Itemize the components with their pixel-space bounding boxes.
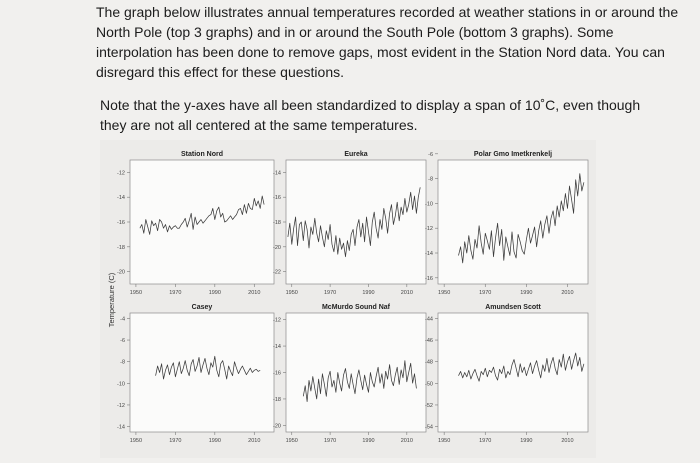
casey-ytick-label: -6	[120, 338, 125, 344]
eureka-ytick-label: -22	[273, 270, 281, 276]
casey-ytick-label: -14	[117, 425, 125, 431]
amundsen-scott-series-line	[458, 352, 585, 382]
mcmurdo-sound-naf-xtick-label: 1950	[286, 438, 298, 444]
station-nord-xtick-label: 1950	[130, 290, 142, 296]
casey-panel: Casey -4 -6 -8 -10 -12 -14 1950 1970 1990 2010	[117, 304, 275, 444]
station-nord-ytick-label: -12	[117, 170, 125, 176]
eureka-xtick-label: 1950	[286, 290, 298, 296]
polar-gmo-imetkrenkelj-ytick-label: -12	[425, 226, 433, 232]
polar-gmo-imetkrenkelj-plot-area	[437, 159, 589, 285]
mcmurdo-sound-naf-plot-area	[285, 312, 427, 433]
mcmurdo-sound-naf-xtick-label: 2010	[401, 438, 413, 444]
polar-gmo-imetkrenkelj-title: Polar Gmo Imetkrenkelj	[474, 151, 552, 158]
polar-gmo-imetkrenkelj-xtick-label: 1990	[520, 290, 532, 296]
station-nord-xtick-label: 1990	[209, 290, 221, 296]
mcmurdo-sound-naf-ytick-label: -18	[273, 397, 281, 403]
mcmurdo-sound-naf-ytick-label: -12	[273, 318, 281, 324]
mcmurdo-sound-naf-ytick-label: -16	[273, 371, 281, 377]
station-nord-ytick-label: -14	[117, 195, 125, 201]
station-nord-ytick-label: -20	[117, 270, 125, 276]
mcmurdo-sound-naf-ytick-label: -14	[273, 344, 281, 350]
polar-gmo-imetkrenkelj-ytick-label: -16	[425, 276, 433, 282]
eureka-panel: Eureka -14 -16 -18 -20 -22 1950 1970 1990 2010	[273, 151, 427, 296]
casey-title: Casey	[192, 304, 213, 311]
station-nord-xtick-label: 1970	[169, 290, 181, 296]
casey-xtick-label: 1950	[130, 438, 142, 444]
note-paragraph: Note that the y-axes have all been stand…	[100, 97, 641, 133]
amundsen-scott-plot-area	[437, 312, 589, 433]
station-nord-xtick-label: 2010	[248, 290, 260, 296]
eureka-xtick-label: 2010	[401, 290, 413, 296]
mcmurdo-sound-naf-title: McMurdo Sound Naf	[322, 304, 391, 311]
mcmurdo-sound-naf-panel: McMurdo Sound Naf -12 -14 -16 -18 -20 1950 1970…	[273, 304, 427, 444]
eureka-ytick-label: -16	[273, 195, 281, 201]
polar-gmo-imetkrenkelj-ytick-label: -8	[428, 177, 433, 183]
station-nord-title: Station Nord	[181, 151, 223, 158]
y-axis-label: Temperature (C)	[107, 272, 116, 327]
station-nord-panel: Station Nord -12 -14 -16 -18 -20 1950 1970 1990 2…	[117, 151, 275, 296]
amundsen-scott-ytick-label: -46	[425, 338, 433, 344]
polar-gmo-imetkrenkelj-panel: Polar Gmo Imetkrenkelj -6 -8 -10 -12 -14 -16 19…	[425, 151, 589, 296]
casey-ytick-label: -10	[117, 381, 125, 387]
casey-ytick-label: -8	[120, 360, 125, 366]
polar-gmo-imetkrenkelj-xtick-label: 2010	[561, 290, 573, 296]
eureka-title: Eureka	[344, 151, 367, 158]
casey-plot-area	[129, 312, 275, 433]
amundsen-scott-ytick-label: -52	[425, 403, 433, 409]
eureka-ytick-label: -14	[273, 170, 281, 176]
amundsen-scott-ytick-label: -50	[425, 381, 433, 387]
amundsen-scott-panel: Amundsen Scott -44 -46 -48 -50 -52 -54 1950 1970…	[425, 304, 589, 444]
casey-xtick-label: 1990	[209, 438, 221, 444]
casey-series-line	[155, 355, 261, 380]
polar-gmo-imetkrenkelj-series-line	[458, 173, 585, 264]
eureka-xtick-label: 1990	[362, 290, 374, 296]
eureka-series-line	[287, 187, 421, 258]
polar-gmo-imetkrenkelj-ytick-label: -10	[425, 201, 433, 207]
mcmurdo-sound-naf-xtick-label: 1970	[324, 438, 336, 444]
casey-ytick-label: -4	[120, 316, 125, 322]
eureka-plot-area	[285, 159, 427, 285]
amundsen-scott-xtick-label: 1970	[479, 438, 491, 444]
mcmurdo-sound-naf-xtick-label: 1990	[362, 438, 374, 444]
amundsen-scott-ytick-label: -48	[425, 360, 433, 366]
amundsen-scott-xtick-label: 1990	[520, 438, 532, 444]
station-nord-ytick-label: -16	[117, 220, 125, 226]
intro-paragraph: The graph below illustrates annual tempe…	[96, 4, 679, 80]
mcmurdo-sound-naf-series-line	[302, 360, 417, 402]
eureka-ytick-label: -20	[273, 245, 281, 251]
casey-ytick-label: -12	[117, 403, 125, 409]
casey-xtick-label: 1970	[169, 438, 181, 444]
amundsen-scott-ytick-label: -54	[425, 425, 433, 431]
polar-gmo-imetkrenkelj-xtick-label: 1970	[479, 290, 491, 296]
polar-gmo-imetkrenkelj-ytick-label: -6	[428, 152, 433, 158]
station-nord-series-line	[139, 195, 265, 235]
amundsen-scott-xtick-label: 2010	[561, 438, 573, 444]
polar-gmo-imetkrenkelj-xtick-label: 1950	[438, 290, 450, 296]
amundsen-scott-title: Amundsen Scott	[485, 304, 541, 311]
amundsen-scott-xtick-label: 1950	[438, 438, 450, 444]
temperature-figure: Temperature (C) Station Nord -12 -14 -16 -18…	[100, 140, 596, 458]
polar-gmo-imetkrenkelj-ytick-label: -14	[425, 251, 433, 257]
casey-xtick-label: 2010	[248, 438, 260, 444]
eureka-ytick-label: -18	[273, 220, 281, 226]
mcmurdo-sound-naf-ytick-label: -20	[273, 423, 281, 429]
amundsen-scott-ytick-label: -44	[425, 316, 433, 322]
station-nord-ytick-label: -18	[117, 245, 125, 251]
eureka-xtick-label: 1970	[324, 290, 336, 296]
